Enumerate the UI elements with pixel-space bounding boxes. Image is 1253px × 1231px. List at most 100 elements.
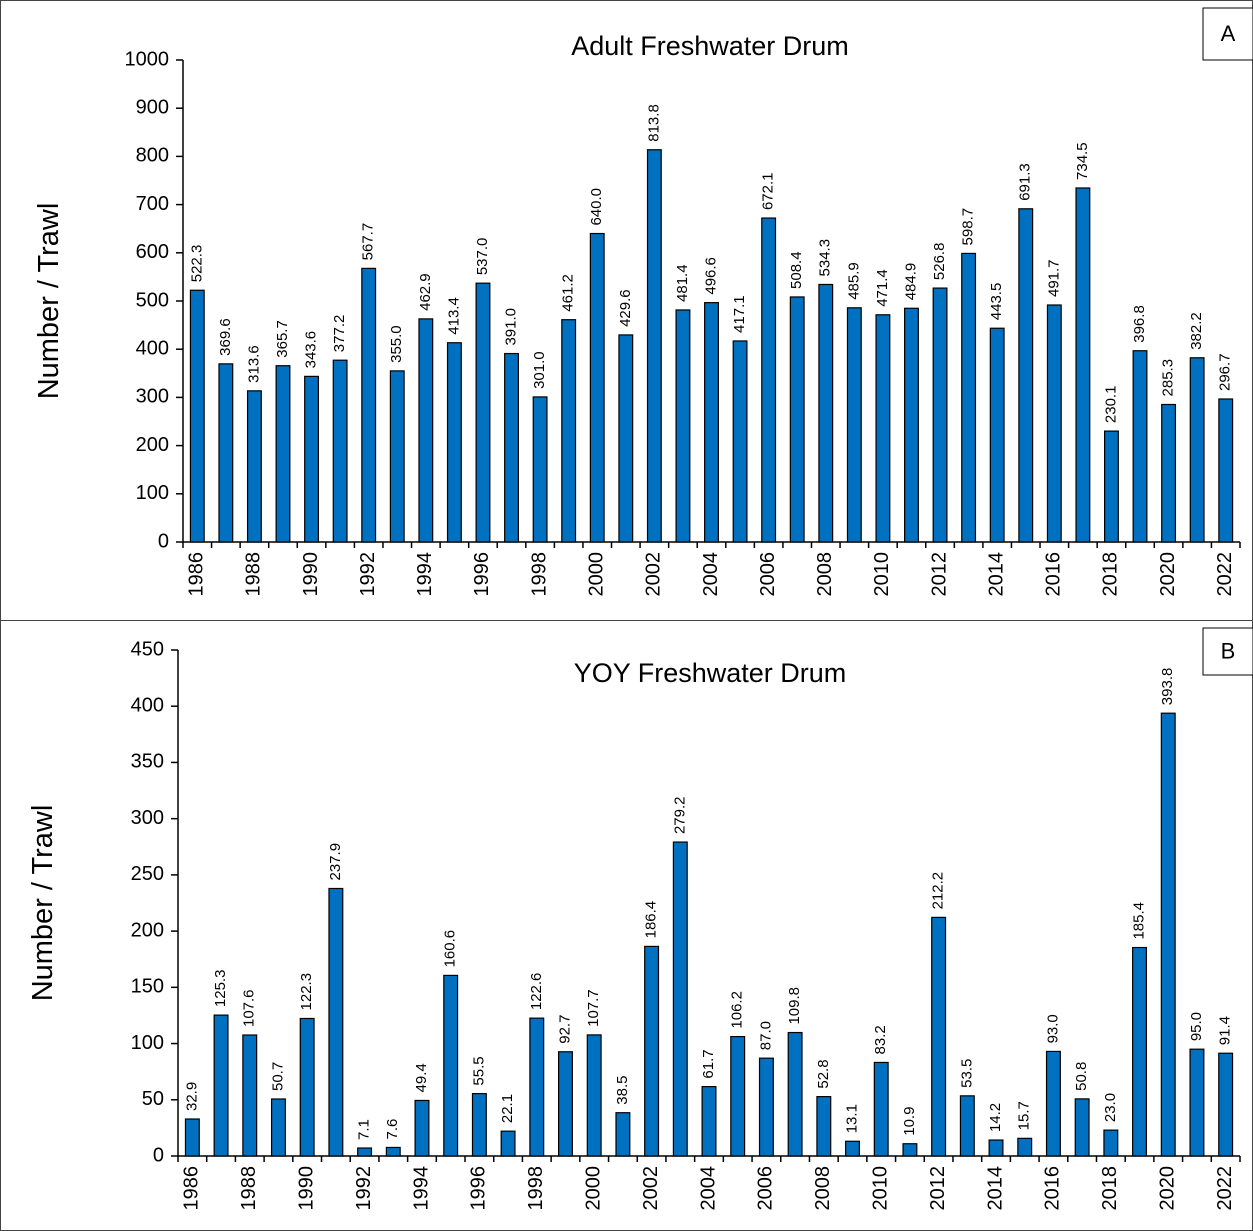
- value-label: 484.9: [902, 263, 919, 301]
- bar: [787, 1031, 803, 1157]
- value-label: 391.0: [502, 308, 519, 346]
- x-tick-label: 2008: [812, 1166, 834, 1211]
- y-tick-label: 1000: [125, 48, 170, 70]
- y-tick-label: 450: [131, 638, 164, 660]
- bar: [1018, 208, 1034, 543]
- bar: [1189, 357, 1205, 543]
- value-label: 485.9: [845, 262, 862, 300]
- bar: [1132, 350, 1148, 543]
- panel-label-box: [1202, 7, 1253, 61]
- value-label: 93.0: [1044, 1014, 1061, 1043]
- value-label: 38.5: [614, 1076, 631, 1105]
- bar: [675, 309, 691, 543]
- value-label: 522.3: [188, 245, 205, 283]
- bar: [328, 887, 344, 1157]
- x-tick-label: 2020: [1157, 1166, 1179, 1211]
- value-label: 53.5: [958, 1059, 975, 1088]
- panel-label: B: [1221, 638, 1236, 663]
- x-tick-label: 2006: [757, 552, 779, 597]
- value-label: 7.6: [384, 1119, 401, 1140]
- value-label: 122.3: [298, 973, 315, 1011]
- value-label: 14.2: [987, 1103, 1004, 1132]
- bar: [730, 1035, 746, 1157]
- x-tick-label: 1988: [238, 1166, 260, 1211]
- y-tick-label: 300: [136, 386, 169, 408]
- x-tick-label: 1996: [468, 1166, 490, 1211]
- y-tick-label: 200: [136, 434, 169, 456]
- bar: [732, 340, 748, 543]
- x-tick-label: 2010: [869, 1166, 891, 1211]
- bar: [389, 370, 405, 543]
- bar: [1046, 304, 1062, 543]
- value-label: 55.5: [470, 1056, 487, 1085]
- bar: [761, 217, 777, 543]
- value-label: 50.8: [1073, 1062, 1090, 1091]
- value-label: 301.0: [531, 351, 548, 389]
- value-label: 417.1: [731, 295, 748, 333]
- bar: [275, 365, 291, 543]
- bar: [646, 149, 662, 543]
- bar: [875, 314, 891, 543]
- x-tick-label: 2018: [1099, 1166, 1121, 1211]
- bar: [816, 1096, 832, 1157]
- bar: [471, 1092, 487, 1157]
- x-tick-label: 1996: [471, 552, 493, 597]
- y-tick-label: 800: [136, 145, 169, 167]
- y-tick-label: 300: [131, 807, 164, 829]
- bar: [443, 974, 459, 1157]
- value-label: 49.4: [413, 1063, 430, 1092]
- bar: [242, 1034, 258, 1157]
- value-label: 443.5: [988, 283, 1005, 321]
- value-label: 462.9: [417, 273, 434, 311]
- value-label: 369.6: [217, 318, 234, 356]
- bar: [1045, 1050, 1061, 1157]
- value-label: 52.8: [815, 1059, 832, 1088]
- value-label: 496.6: [702, 257, 719, 295]
- x-tick-label: 1990: [295, 1166, 317, 1211]
- value-label: 15.7: [1016, 1101, 1033, 1130]
- bar: [500, 1130, 516, 1157]
- bar: [270, 1098, 286, 1157]
- bar: [1103, 430, 1119, 543]
- value-label: 508.4: [788, 251, 805, 289]
- x-tick-label: 2004: [697, 1166, 719, 1211]
- value-label: 95.0: [1188, 1012, 1205, 1041]
- value-label: 186.4: [643, 901, 660, 939]
- bar: [504, 352, 519, 543]
- value-label: 212.2: [930, 872, 947, 910]
- bar: [818, 283, 834, 543]
- value-label: 461.2: [560, 274, 577, 312]
- bar: [332, 359, 348, 543]
- x-tick-label: 2016: [1042, 1166, 1064, 1211]
- x-tick-label: 2000: [586, 552, 608, 597]
- y-axis-label: Number / Trawl: [27, 805, 59, 1002]
- bar: [529, 1017, 545, 1157]
- bar: [189, 289, 205, 543]
- value-label: 598.7: [960, 208, 977, 246]
- bar: [1103, 1129, 1119, 1157]
- value-label: 23.0: [1102, 1093, 1119, 1122]
- value-label: 734.5: [1074, 142, 1091, 180]
- value-label: 355.0: [388, 325, 405, 363]
- value-label: 7.1: [356, 1119, 373, 1140]
- value-label: 50.7: [269, 1062, 286, 1091]
- bar: [672, 841, 688, 1157]
- x-tick-label: 2002: [640, 1166, 662, 1211]
- value-label: 343.6: [303, 331, 320, 369]
- bar: [758, 1057, 774, 1157]
- bar: [701, 1086, 717, 1157]
- bar: [304, 375, 320, 543]
- x-tick-label: 1992: [357, 552, 379, 597]
- value-label: 83.2: [872, 1025, 889, 1054]
- bar: [904, 307, 919, 543]
- bar: [184, 1118, 200, 1157]
- value-label: 413.4: [445, 297, 462, 335]
- x-tick-label: 1988: [243, 552, 265, 597]
- bar: [902, 1143, 918, 1157]
- value-label: 377.2: [331, 315, 348, 353]
- bar: [846, 307, 862, 543]
- y-tick-label: 50: [142, 1088, 164, 1110]
- bar: [246, 390, 262, 543]
- value-label: 91.4: [1217, 1016, 1234, 1045]
- bar: [1132, 946, 1148, 1157]
